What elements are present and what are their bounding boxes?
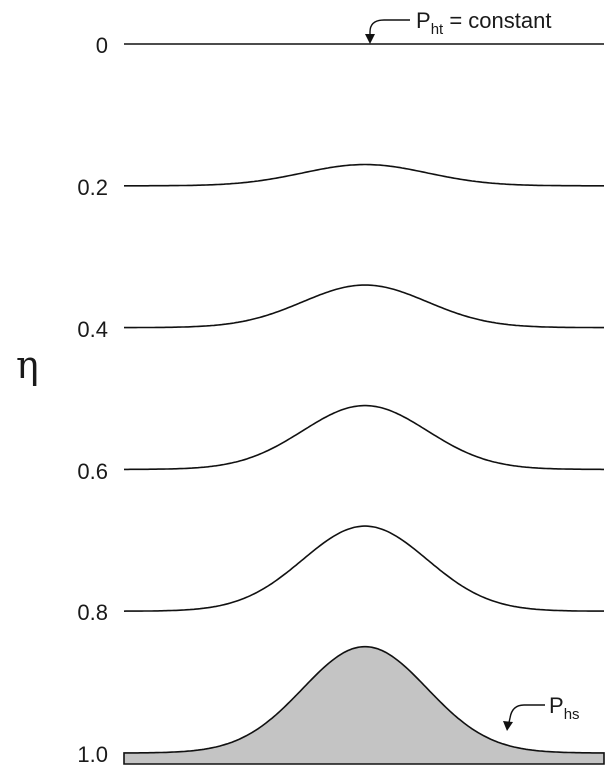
eta-surface-0-2 — [124, 163, 604, 187]
bottom-label-sub: hs — [564, 706, 580, 723]
eta-surfaces — [123, 43, 605, 765]
top-surface-label: Pht = constant — [416, 8, 551, 38]
top-annotation-arrowhead — [365, 34, 375, 44]
eta-axis-label: η — [16, 343, 39, 387]
tick-label-0-8: 0.8 — [77, 600, 108, 625]
tick-label-1-0: 1.0 — [77, 742, 108, 767]
tick-label-0-4: 0.4 — [77, 317, 108, 342]
terrain-surface — [123, 645, 605, 765]
top-label-base: P — [416, 8, 431, 33]
top-annotation-leader — [369, 19, 410, 40]
tick-label-0: 0 — [96, 33, 108, 58]
tick-label-0-2: 0.2 — [77, 175, 108, 200]
eta-surface-0-4 — [124, 284, 604, 329]
bottom-surface-label: Phs — [549, 693, 580, 723]
eta-surface-0-6 — [124, 404, 604, 471]
top-label-sub: ht — [431, 21, 444, 38]
tick-label-0-6: 0.6 — [77, 459, 108, 484]
bottom-label-base: P — [549, 693, 564, 718]
bottom-annotation-arrowhead — [503, 721, 513, 731]
top-label-rest: = constant — [443, 8, 551, 33]
eta-surface-0-8 — [123, 525, 604, 612]
bottom-annotation-leader — [507, 704, 545, 728]
